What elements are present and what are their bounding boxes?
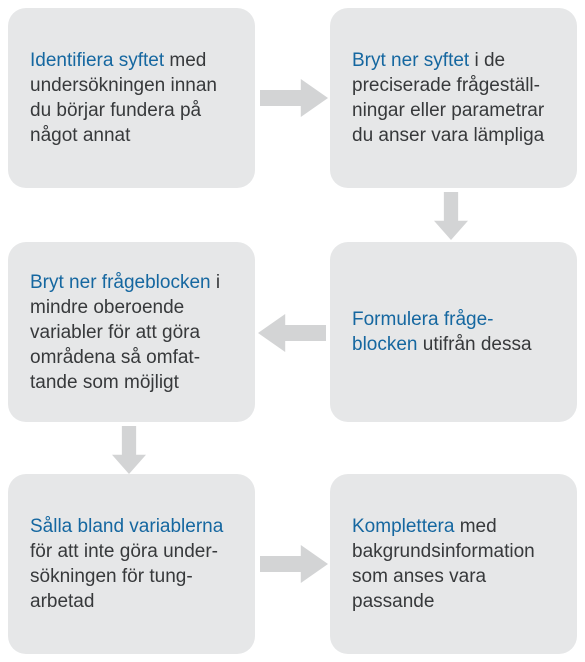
flow-box-text: Identifiera syftet med undersökningen in… [30, 48, 233, 148]
flow-box-text: Komplettera med bakgrundsinformation som… [352, 514, 555, 614]
flow-box-text: Bryt ner syftet i de preciserade frågest… [352, 48, 555, 148]
flow-box-rest: utifrån dessa [418, 334, 532, 355]
flow-box-b3: Formulera fråge-blocken utifrån dessa [330, 242, 577, 422]
flow-box-highlight: Bryt ner frågeblocken [30, 272, 211, 293]
flow-box-b4: Bryt ner frågeblocken i mindre oberoende… [8, 242, 255, 422]
flow-box-rest: för att inte göra under-sökningen för tu… [30, 541, 218, 612]
flow-box-text: Formulera fråge-blocken utifrån dessa [352, 307, 555, 357]
flowchart-container: Identifiera syftet med undersökningen in… [0, 0, 585, 662]
flow-box-b5: Sålla bland variablerna för att inte gör… [8, 474, 255, 654]
flow-box-text: Bryt ner frågeblocken i mindre oberoende… [30, 270, 233, 395]
flow-box-b1: Identifiera syftet med undersökningen in… [8, 8, 255, 188]
flow-arrow-left-icon [258, 314, 326, 352]
flow-box-highlight: Identifiera syftet [30, 50, 164, 71]
flow-arrow-right-icon [260, 79, 328, 117]
flow-box-highlight: Sålla bland variablerna [30, 516, 223, 537]
flow-box-b6: Komplettera med bakgrundsinformation som… [330, 474, 577, 654]
flow-arrow-down-icon [434, 192, 468, 240]
flow-box-highlight: Komplettera [352, 516, 454, 537]
flow-box-highlight: Bryt ner syftet [352, 50, 469, 71]
flow-box-text: Sålla bland variablerna för att inte gör… [30, 514, 233, 614]
flow-arrow-down-icon [112, 426, 146, 474]
flow-arrow-right-icon [260, 545, 328, 583]
flow-box-b2: Bryt ner syftet i de preciserade frågest… [330, 8, 577, 188]
